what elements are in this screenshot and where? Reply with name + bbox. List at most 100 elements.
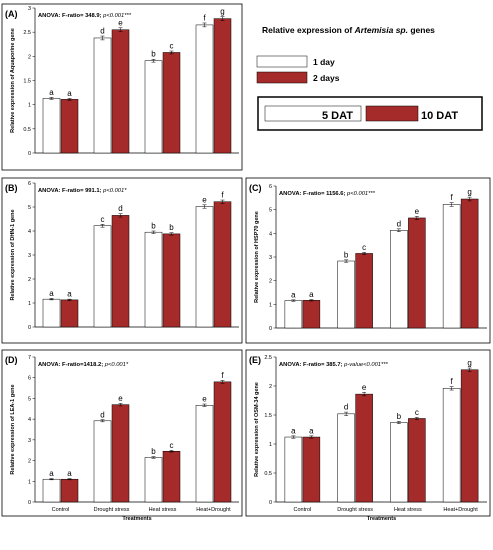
significance-letter: e xyxy=(362,383,367,392)
bar-1day xyxy=(337,260,355,329)
significance-letter: e xyxy=(202,395,207,404)
y-tick-label: 2 xyxy=(28,459,31,465)
y-tick-label: 1.5 xyxy=(23,79,31,85)
legend-label-10dat: 10 DAT xyxy=(421,110,458,122)
significance-letter: e xyxy=(202,195,207,204)
bar-1day xyxy=(93,420,112,503)
bar-1day xyxy=(42,98,61,154)
bar-1day xyxy=(144,457,163,503)
y-tick-label: 1 xyxy=(269,302,272,308)
y-tick-label: 0 xyxy=(269,326,272,332)
bar-2days xyxy=(213,381,232,503)
y-tick-label: 2 xyxy=(28,54,31,60)
y-tick-label: 0 xyxy=(28,151,31,157)
significance-letter: a xyxy=(309,426,314,435)
y-tick-label: 2 xyxy=(28,277,31,283)
y-axis-label: Relative expression of Aquaporine gene xyxy=(10,28,16,133)
y-tick-label: 5 xyxy=(28,205,31,211)
x-category-label: Heat stress xyxy=(149,507,177,513)
y-tick-label: 2 xyxy=(269,384,272,390)
panel-e: (E) ANOVA: F-ratio= 385.7; p-value<0.001*… xyxy=(245,349,491,522)
significance-letter: b xyxy=(151,50,156,59)
significance-letter: a xyxy=(309,290,314,299)
significance-letter: a xyxy=(291,290,296,299)
significance-letter: b xyxy=(151,447,156,456)
y-tick-label: 3 xyxy=(269,255,272,261)
significance-letter: b xyxy=(344,250,349,259)
x-category-label: Drought stress xyxy=(337,507,373,513)
bar-1day xyxy=(144,60,163,154)
y-axis-label: Relative expression of LEA-1 gene xyxy=(10,384,16,474)
legend-label-5dat: 5 DAT xyxy=(322,110,353,122)
bar-2days xyxy=(213,18,232,154)
y-tick-label: 5 xyxy=(269,208,272,214)
significance-letter: d xyxy=(100,27,104,36)
y-tick-label: 1 xyxy=(269,442,272,448)
y-tick-label: 0 xyxy=(28,325,31,331)
bar-2days xyxy=(111,215,130,328)
bar-2days xyxy=(60,99,79,154)
bar-2days xyxy=(408,217,426,329)
bar-2days xyxy=(355,253,373,329)
chart-panels: (A) ANOVA: F-ratio= 348.9; p<0.001*** 0 0.5… xyxy=(1,3,491,522)
bar-2days xyxy=(355,393,373,503)
legend-swatch-10dat xyxy=(365,105,419,122)
x-category-label: Control xyxy=(294,507,312,513)
significance-letter: b xyxy=(169,223,174,232)
significance-letter: f xyxy=(221,371,224,380)
y-axis-label: Relative expression of OSM-34 gene xyxy=(254,382,260,477)
bar-1day xyxy=(284,436,303,503)
panel-letter: (C) xyxy=(249,183,262,193)
legend-swatch-5dat xyxy=(264,105,362,122)
significance-letter: a xyxy=(49,88,54,97)
legend-label-1day: 1 day xyxy=(313,57,335,67)
anova-annotation: ANOVA: F-ratio= 991.1; p<0.001* xyxy=(38,188,127,194)
anova-annotation: ANOVA: F-ratio= 385.7; p-value<0.001*** xyxy=(279,362,389,368)
bar-1day xyxy=(93,225,112,328)
y-tick-label: 2.5 xyxy=(23,30,31,36)
y-tick-label: 3 xyxy=(28,438,31,444)
bar-2days xyxy=(111,404,130,503)
anova-annotation: ANOVA: F-ratio= 348.9; p<0.001*** xyxy=(38,13,132,19)
x-axis-label: Treatments xyxy=(367,516,396,522)
significance-letter: c xyxy=(362,243,366,252)
significance-letter: c xyxy=(101,215,105,224)
y-tick-label: 2.5 xyxy=(264,355,272,361)
y-tick-label: 3 xyxy=(28,6,31,12)
legend-swatch-2days xyxy=(256,71,308,84)
bar-2days xyxy=(60,478,79,503)
significance-letter: f xyxy=(203,13,206,22)
significance-letter: a xyxy=(67,469,72,478)
bar-1day xyxy=(195,24,214,154)
bar-2days xyxy=(408,418,426,503)
significance-letter: e xyxy=(118,18,123,27)
significance-letter: e xyxy=(415,207,420,216)
y-axis-label: Relative expression of HSP70 gene xyxy=(254,211,260,303)
bar-1day xyxy=(442,204,461,329)
legend-label-2days: 2 days xyxy=(313,73,340,83)
y-tick-label: 0.5 xyxy=(23,127,31,133)
anova-annotation: ANOVA: F-ratio=1418.2; p<0.001* xyxy=(38,362,129,368)
x-axis-label: Treatments xyxy=(122,516,151,522)
panel-b: (B) ANOVA: F-ratio= 991.1; p<0.001* 0 1 2 3 4 5… xyxy=(1,177,243,344)
significance-letter: f xyxy=(221,191,224,200)
bar-1day xyxy=(442,388,461,503)
y-tick-label: 0.5 xyxy=(264,471,272,477)
y-tick-label: 3 xyxy=(28,253,31,259)
y-tick-label: 6 xyxy=(28,181,31,187)
x-category-label: Heat+Drought xyxy=(443,507,478,513)
significance-letter: g xyxy=(220,7,224,16)
bar-1day xyxy=(195,206,214,328)
panel-letter: (D) xyxy=(5,355,18,365)
significance-letter: c xyxy=(170,441,174,450)
significance-letter: a xyxy=(49,289,54,298)
bar-1day xyxy=(144,231,163,328)
y-tick-label: 1.5 xyxy=(264,413,272,419)
panel-d: (D) ANOVA: F-ratio=1418.2; p<0.001* 0 1 2 3 4 5… xyxy=(1,349,243,522)
y-tick-label: 5 xyxy=(28,396,31,402)
panel-letter: (B) xyxy=(5,183,18,193)
y-tick-label: 7 xyxy=(28,355,31,361)
bar-2days xyxy=(60,299,79,328)
bar-2days xyxy=(162,52,181,154)
